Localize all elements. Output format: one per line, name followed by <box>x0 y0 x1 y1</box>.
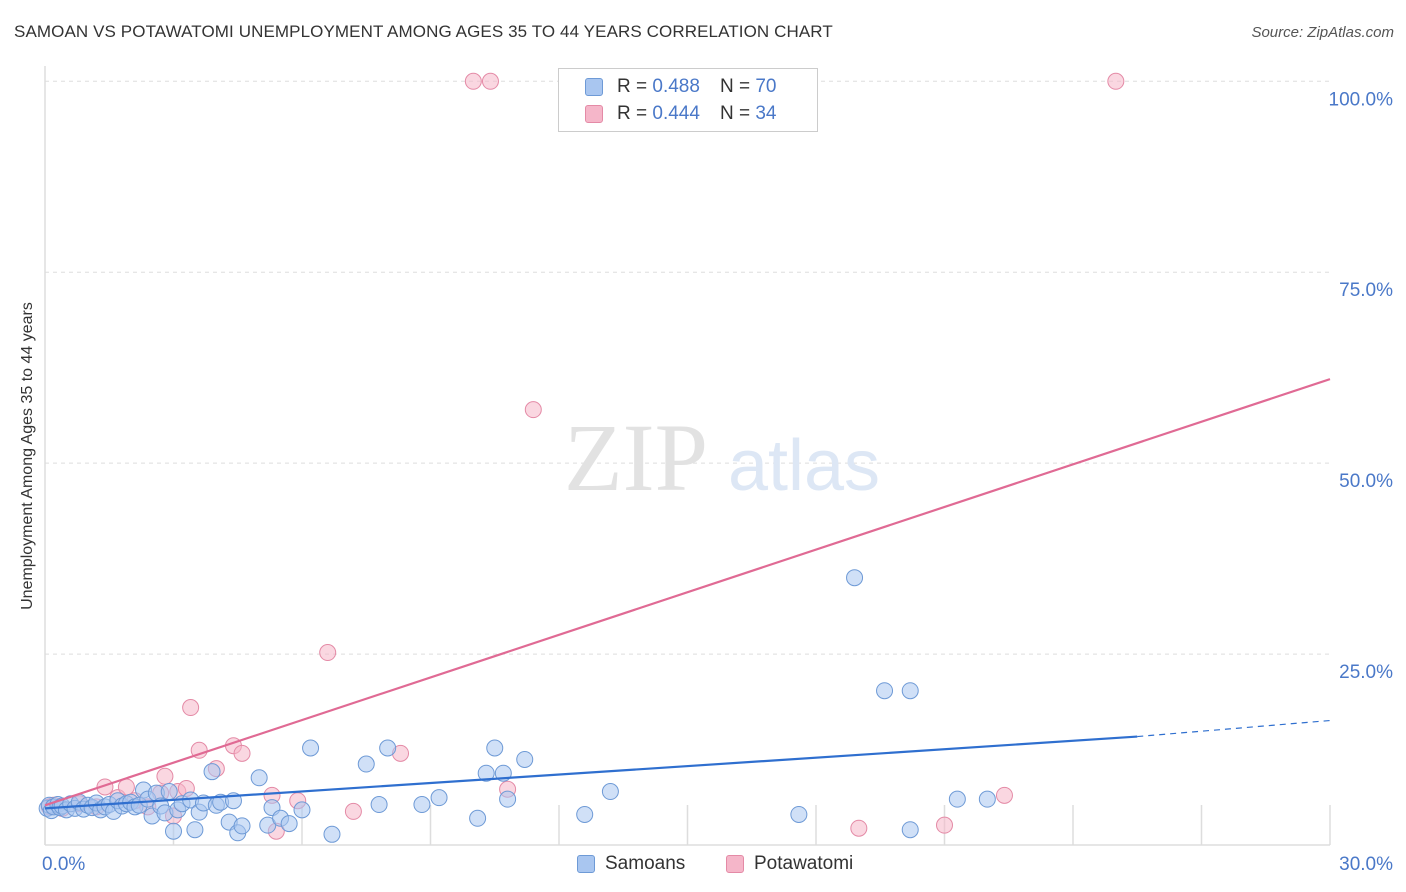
samoans-point <box>477 764 495 782</box>
legend-row-potawatomi: R = 0.444 N = 34 <box>585 101 776 127</box>
samoans-point <box>302 739 320 757</box>
potawatomi-legend-swatch <box>726 855 744 873</box>
samoans-point <box>413 796 431 814</box>
samoans-point <box>160 783 178 801</box>
watermark: ZIP atlas <box>564 404 880 511</box>
potawatomi-point <box>481 72 499 90</box>
samoans-r-value: 0.488 <box>652 76 700 97</box>
axes <box>44 66 1331 846</box>
potawatomi-point <box>233 744 251 762</box>
chart-title: SAMOAN VS POTAWATOMI UNEMPLOYMENT AMONG … <box>14 22 833 41</box>
potawatomi-swatch <box>585 105 603 123</box>
samoans-point <box>486 739 504 757</box>
potawatomi-point <box>190 741 208 759</box>
potawatomi-trend-line <box>44 378 1331 807</box>
y-tick-label: 50.0% <box>1339 471 1393 492</box>
samoans-legend-swatch <box>577 855 595 873</box>
source-label: Source: ZipAtlas.com <box>1251 24 1394 41</box>
samoans-point <box>469 809 487 827</box>
potawatomi-point <box>850 819 868 837</box>
potawatomi-n-label: N = <box>719 103 751 124</box>
potawatomi-point <box>936 816 953 834</box>
y-tick-label: 100.0% <box>1329 89 1394 110</box>
potawatomi-r-value: 0.444 <box>652 103 700 124</box>
potawatomi-r-label: R = <box>617 103 648 124</box>
samoans-point <box>948 790 966 808</box>
samoans-point <box>250 769 268 787</box>
legend-item-samoans: Samoans <box>577 851 685 877</box>
potawatomi-point <box>117 778 135 796</box>
samoans-point <box>186 821 204 839</box>
samoans-point <box>516 750 534 768</box>
potawatomi-point <box>995 786 1013 804</box>
grid-lines <box>45 80 1330 655</box>
samoans-n-value: 70 <box>755 76 777 97</box>
samoans-point <box>876 682 894 700</box>
samoans-legend-label: Samoans <box>605 853 686 874</box>
samoans-point <box>293 801 311 819</box>
potawatomi-n-value: 34 <box>755 103 777 124</box>
trend-lines <box>44 378 1331 810</box>
samoans-point <box>379 739 397 757</box>
samoans-point <box>790 805 808 823</box>
legend-item-potawatomi: Potawatomi <box>726 851 853 877</box>
samoans-point <box>601 783 619 801</box>
potawatomi-legend-label: Potawatomi <box>754 853 854 874</box>
potawatomi-point <box>344 802 362 820</box>
x-tick-label-max: 30.0% <box>1339 854 1393 875</box>
correlation-legend: R = 0.488 N = 70 R = 0.444 N = 34 <box>558 68 818 132</box>
x-tick-label-min: 0.0% <box>42 854 85 875</box>
samoans-swatch <box>585 78 603 96</box>
potawatomi-point <box>156 767 174 785</box>
samoans-point <box>901 821 919 839</box>
potawatomi-point <box>319 644 337 662</box>
potawatomi-point <box>524 401 542 419</box>
watermark-zip: ZIP <box>564 404 708 511</box>
samoans-point <box>165 822 182 840</box>
samoans-point <box>233 817 251 835</box>
samoans-n-label: N = <box>719 76 751 97</box>
y-tick-label: 75.0% <box>1339 280 1393 301</box>
samoans-trend-line <box>44 735 1138 810</box>
potawatomi-point <box>1107 72 1125 90</box>
potawatomi-point <box>464 72 482 90</box>
samoans-point <box>846 569 864 587</box>
samoans-point <box>499 790 517 808</box>
legend-row-samoans: R = 0.488 N = 70 <box>585 74 776 100</box>
samoans-point <box>430 789 448 807</box>
potawatomi-point <box>182 699 200 717</box>
samoans-point <box>280 815 298 833</box>
samoans-r-label: R = <box>617 76 648 97</box>
samoans-point <box>357 755 375 773</box>
samoans-point <box>978 790 996 808</box>
y-tick-label: 25.0% <box>1339 662 1393 683</box>
samoans-point <box>576 805 594 823</box>
tick-labels: 25.0% 50.0% 75.0% 100.0% 0.0% 30.0% <box>42 89 1393 875</box>
samoans-point <box>203 763 221 781</box>
samoans-point <box>901 682 919 700</box>
samoans-point <box>370 796 388 814</box>
samoans-point <box>323 825 341 843</box>
samoans-trend-extension <box>1137 719 1331 738</box>
y-axis-label: Unemployment Among Ages 35 to 44 years <box>19 302 36 610</box>
watermark-atlas: atlas <box>728 426 880 506</box>
